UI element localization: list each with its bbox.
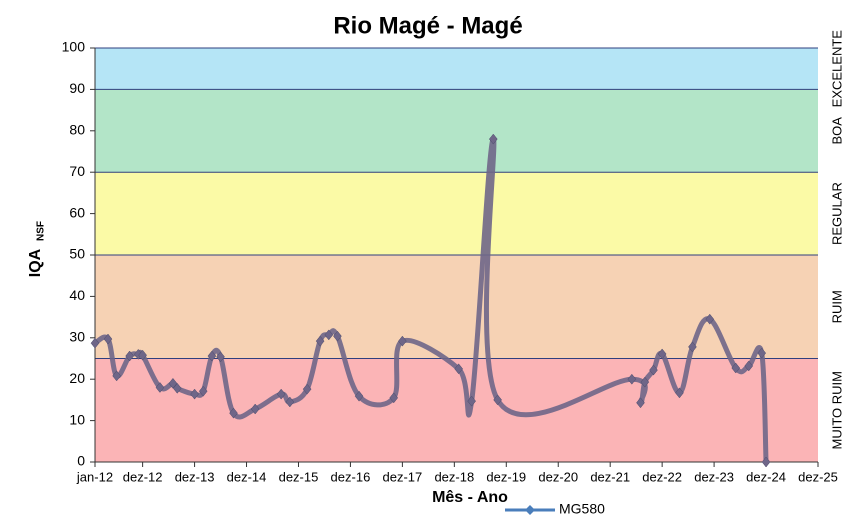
- x-tick-label: dez-17: [383, 469, 423, 484]
- x-axis-label: Mês - Ano: [432, 489, 508, 506]
- data-point: [627, 373, 637, 385]
- data-point: [250, 403, 260, 415]
- data-point: [731, 362, 741, 374]
- data-point: [125, 350, 134, 362]
- data-point: [636, 397, 645, 409]
- y-tick-label: 60: [69, 204, 85, 220]
- legend-label: MG580: [559, 501, 605, 517]
- y-tick-label: 40: [69, 287, 85, 303]
- y-axis-label-sub: NSF: [36, 221, 47, 241]
- data-point: [112, 370, 121, 382]
- chart-title: Rio Magé - Magé: [333, 12, 522, 39]
- data-point: [103, 333, 113, 345]
- data-point: [454, 363, 463, 375]
- y-tick-label: 70: [69, 163, 85, 179]
- legend-marker: [525, 505, 535, 515]
- y-tick-label: 90: [69, 80, 85, 96]
- y-tick-label: 50: [69, 246, 85, 262]
- data-point: [90, 337, 100, 349]
- data-point: [488, 133, 498, 145]
- x-tick-label: dez-14: [227, 469, 267, 484]
- x-tick-label: dez-12: [123, 469, 163, 484]
- y-tick-label: 30: [69, 329, 85, 345]
- y-tick-label: 20: [69, 370, 85, 386]
- data-point: [138, 349, 147, 361]
- data-point: [493, 394, 502, 406]
- band-label: MUITO RUIM: [829, 371, 844, 449]
- data-point: [302, 383, 312, 395]
- data-point: [172, 382, 182, 394]
- band-label: BOA: [829, 117, 844, 145]
- data-point: [389, 392, 399, 404]
- data-point: [216, 351, 225, 363]
- data-point: [207, 350, 217, 362]
- y-tick-label: 100: [62, 39, 86, 55]
- x-tick-label: dez-23: [694, 469, 734, 484]
- data-point: [467, 395, 476, 407]
- data-point: [324, 329, 334, 341]
- data-point: [398, 335, 407, 347]
- band-label: EXCELENTE: [829, 30, 844, 108]
- x-tick-label: dez-21: [590, 469, 630, 484]
- data-point: [649, 364, 658, 376]
- data-point: [190, 388, 199, 400]
- y-tick-label: 0: [77, 453, 85, 469]
- band-label: REGULAR: [829, 182, 844, 245]
- x-tick-label: dez-25: [798, 469, 838, 484]
- data-point: [155, 382, 165, 393]
- y-tick-label: 80: [69, 122, 85, 138]
- quality-band: [95, 89, 818, 173]
- band-label: RUIM: [829, 290, 844, 323]
- x-tick-label: dez-19: [486, 469, 526, 484]
- data-point: [688, 341, 697, 353]
- data-point: [675, 387, 684, 399]
- quality-band: [95, 255, 818, 359]
- data-point: [333, 330, 342, 342]
- data-point: [276, 388, 286, 400]
- data-point: [354, 390, 364, 402]
- x-tick-label: dez-20: [538, 469, 578, 484]
- x-tick-label: dez-15: [279, 469, 319, 484]
- y-tick-label: 10: [69, 411, 85, 427]
- data-point: [198, 385, 208, 397]
- data-point: [761, 456, 771, 468]
- x-tick-label: dez-24: [746, 469, 786, 484]
- data-point: [229, 407, 238, 419]
- data-point: [640, 376, 650, 388]
- y-axis-label-main: IQA: [27, 248, 44, 277]
- data-point: [705, 313, 715, 325]
- data-point: [285, 396, 295, 408]
- quality-band: [95, 358, 818, 462]
- x-tick-label: dez-16: [331, 469, 371, 484]
- quality-band: [95, 48, 818, 90]
- x-tick-label: dez-22: [642, 469, 682, 484]
- data-point: [657, 348, 667, 360]
- data-point: [757, 347, 767, 359]
- data-point: [315, 335, 325, 347]
- x-tick-label: dez-18: [434, 469, 474, 484]
- quality-band: [95, 172, 818, 255]
- x-tick-label: dez-13: [175, 469, 215, 484]
- data-point: [744, 360, 754, 372]
- x-tick-label: jan-12: [76, 469, 113, 484]
- y-axis-label: IQA NSF: [27, 221, 46, 277]
